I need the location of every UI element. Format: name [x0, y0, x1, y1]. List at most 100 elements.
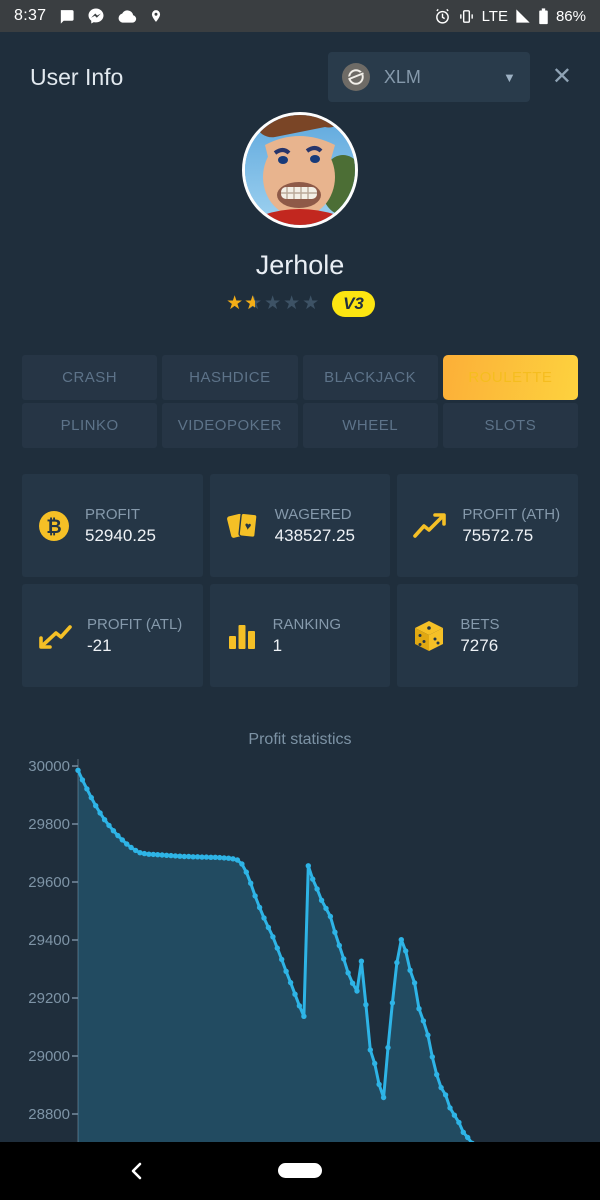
profit-chart-svg: 30000 29800 29600 29400 29200 29000 28800 [28, 758, 484, 1159]
chart-data-point [88, 794, 95, 801]
chart-data-point [434, 1071, 440, 1078]
chart-data-point [155, 852, 161, 858]
chart-data-point [380, 1094, 387, 1101]
chart-data-point [79, 777, 86, 783]
tab-hashdice[interactable]: HASHDICE [162, 355, 298, 400]
chart-data-point [354, 988, 360, 994]
chart-data-point [106, 822, 112, 829]
stat-label: PROFIT [85, 505, 140, 523]
chart-data-point [287, 979, 294, 986]
page-title: User Info [30, 63, 124, 90]
android-nav-bar [0, 1142, 600, 1200]
stat-value: 438527.25 [274, 525, 356, 545]
chart-data-point [318, 897, 325, 903]
battery-icon [538, 7, 549, 25]
chart-data-point [199, 854, 205, 860]
dice-icon [411, 618, 447, 654]
chart-data-point [438, 1084, 444, 1091]
chart-title: Profit statistics [248, 731, 352, 748]
chart-data-point [159, 852, 165, 858]
stat-label: BETS [460, 615, 500, 633]
chart-data-point [124, 841, 130, 847]
tab-wheel[interactable]: WHEEL [302, 403, 438, 448]
chart-data-point [274, 945, 280, 951]
network-type: LTE [481, 7, 508, 25]
chart-data-point [203, 854, 210, 860]
svg-text:♥: ♥ [244, 520, 252, 533]
currency-code: XLM [383, 66, 421, 87]
currency-select[interactable]: XLM ▼ [327, 52, 530, 102]
tab-plinko[interactable]: PLINKO [22, 403, 158, 448]
chart-data-point [389, 1000, 396, 1006]
tab-videopoker[interactable]: VIDEOPOKER [162, 403, 298, 448]
stat-card-wagered: ♥ WAGERED 438527.25 [209, 474, 391, 577]
y-tick-label: 29200 [28, 990, 70, 1007]
y-tick-label: 29800 [28, 816, 70, 833]
stat-value: -21 [87, 635, 112, 655]
stat-card-ranking: RANKING 1 [209, 584, 391, 687]
chevron-down-icon: ▼ [503, 69, 516, 85]
chart-data-point [425, 1032, 431, 1038]
messenger-icon [87, 7, 105, 25]
status-time: 8:37 [14, 7, 47, 24]
location-icon [149, 7, 163, 25]
chart-data-point [465, 1134, 471, 1141]
stats-grid: ₿ PROFIT 52940.25 ♥ WAGERED 438527.25 PROFIT (… [22, 474, 578, 687]
avatar-image [245, 115, 355, 225]
chart-data-point [230, 856, 236, 862]
chart-data-point [75, 767, 81, 773]
chart-data-point [283, 968, 289, 974]
chart-data-point [349, 980, 356, 986]
chart-data-point [332, 929, 338, 935]
chart-data-point [372, 1060, 378, 1067]
signal-icon [515, 8, 531, 24]
game-tabs: CRASH HASHDICE BLACKJACK ROULETTE PLINKO VIDE… [22, 355, 578, 448]
y-tick-label: 29600 [28, 874, 70, 891]
chart-data-point [296, 1003, 303, 1009]
chart-data-point [429, 1054, 435, 1060]
star-icon: ★ [283, 293, 301, 314]
y-tick-label: 28800 [28, 1106, 70, 1123]
stat-value: 1 [272, 635, 283, 655]
chart-data-point [367, 1047, 373, 1053]
rating-row: ★ ★ ★ ★ ★ ★ V3 [0, 291, 600, 317]
star-icon: ★ [302, 293, 320, 314]
tab-roulette[interactable]: ROULETTE [442, 355, 578, 400]
chart-data-point [394, 959, 400, 966]
y-tick-label: 30000 [28, 758, 70, 775]
chart-data-point [84, 786, 90, 792]
chart-data-point [456, 1119, 462, 1126]
chart-data-point [115, 832, 121, 839]
chart-data-point [248, 880, 254, 886]
chart-data-point [310, 876, 316, 882]
chart-data-point [451, 1112, 458, 1118]
back-icon[interactable] [122, 1156, 150, 1186]
chart-data-point [137, 850, 143, 856]
level-badge: V3 [332, 291, 375, 317]
chart-data-point [119, 837, 126, 843]
chart-data-point [442, 1092, 449, 1098]
tab-blackjack[interactable]: BLACKJACK [302, 355, 438, 400]
chart-data-point [234, 857, 241, 863]
star-rating: ★ ★ ★ ★ ★ ★ [225, 294, 320, 314]
chart-data-point [217, 854, 223, 861]
tab-slots[interactable]: SLOTS [442, 403, 578, 448]
chart-data-point [128, 844, 134, 851]
stat-card-profit-atl: PROFIT (ATL) -21 [22, 584, 203, 687]
chart-data-point [314, 886, 320, 892]
star-icon: ★ [226, 293, 244, 314]
trend-down-icon [36, 619, 74, 653]
chart-data-point [460, 1129, 466, 1135]
chart-data-point [110, 828, 117, 834]
chart-data-point [447, 1105, 453, 1111]
chart-data-point [376, 1081, 382, 1088]
panel-header: User Info XLM ▼ ✕ [0, 32, 600, 106]
star-icon: ★ [264, 293, 282, 314]
chart-area-fill [78, 770, 481, 1158]
home-pill[interactable] [278, 1163, 322, 1178]
profit-chart: 30000 29800 29600 29400 29200 29000 28800 [0, 755, 600, 1163]
close-icon[interactable]: ✕ [551, 63, 572, 90]
tab-crash[interactable]: CRASH [22, 355, 158, 400]
chart-data-point [146, 851, 152, 857]
username: Jerhole [255, 250, 345, 280]
